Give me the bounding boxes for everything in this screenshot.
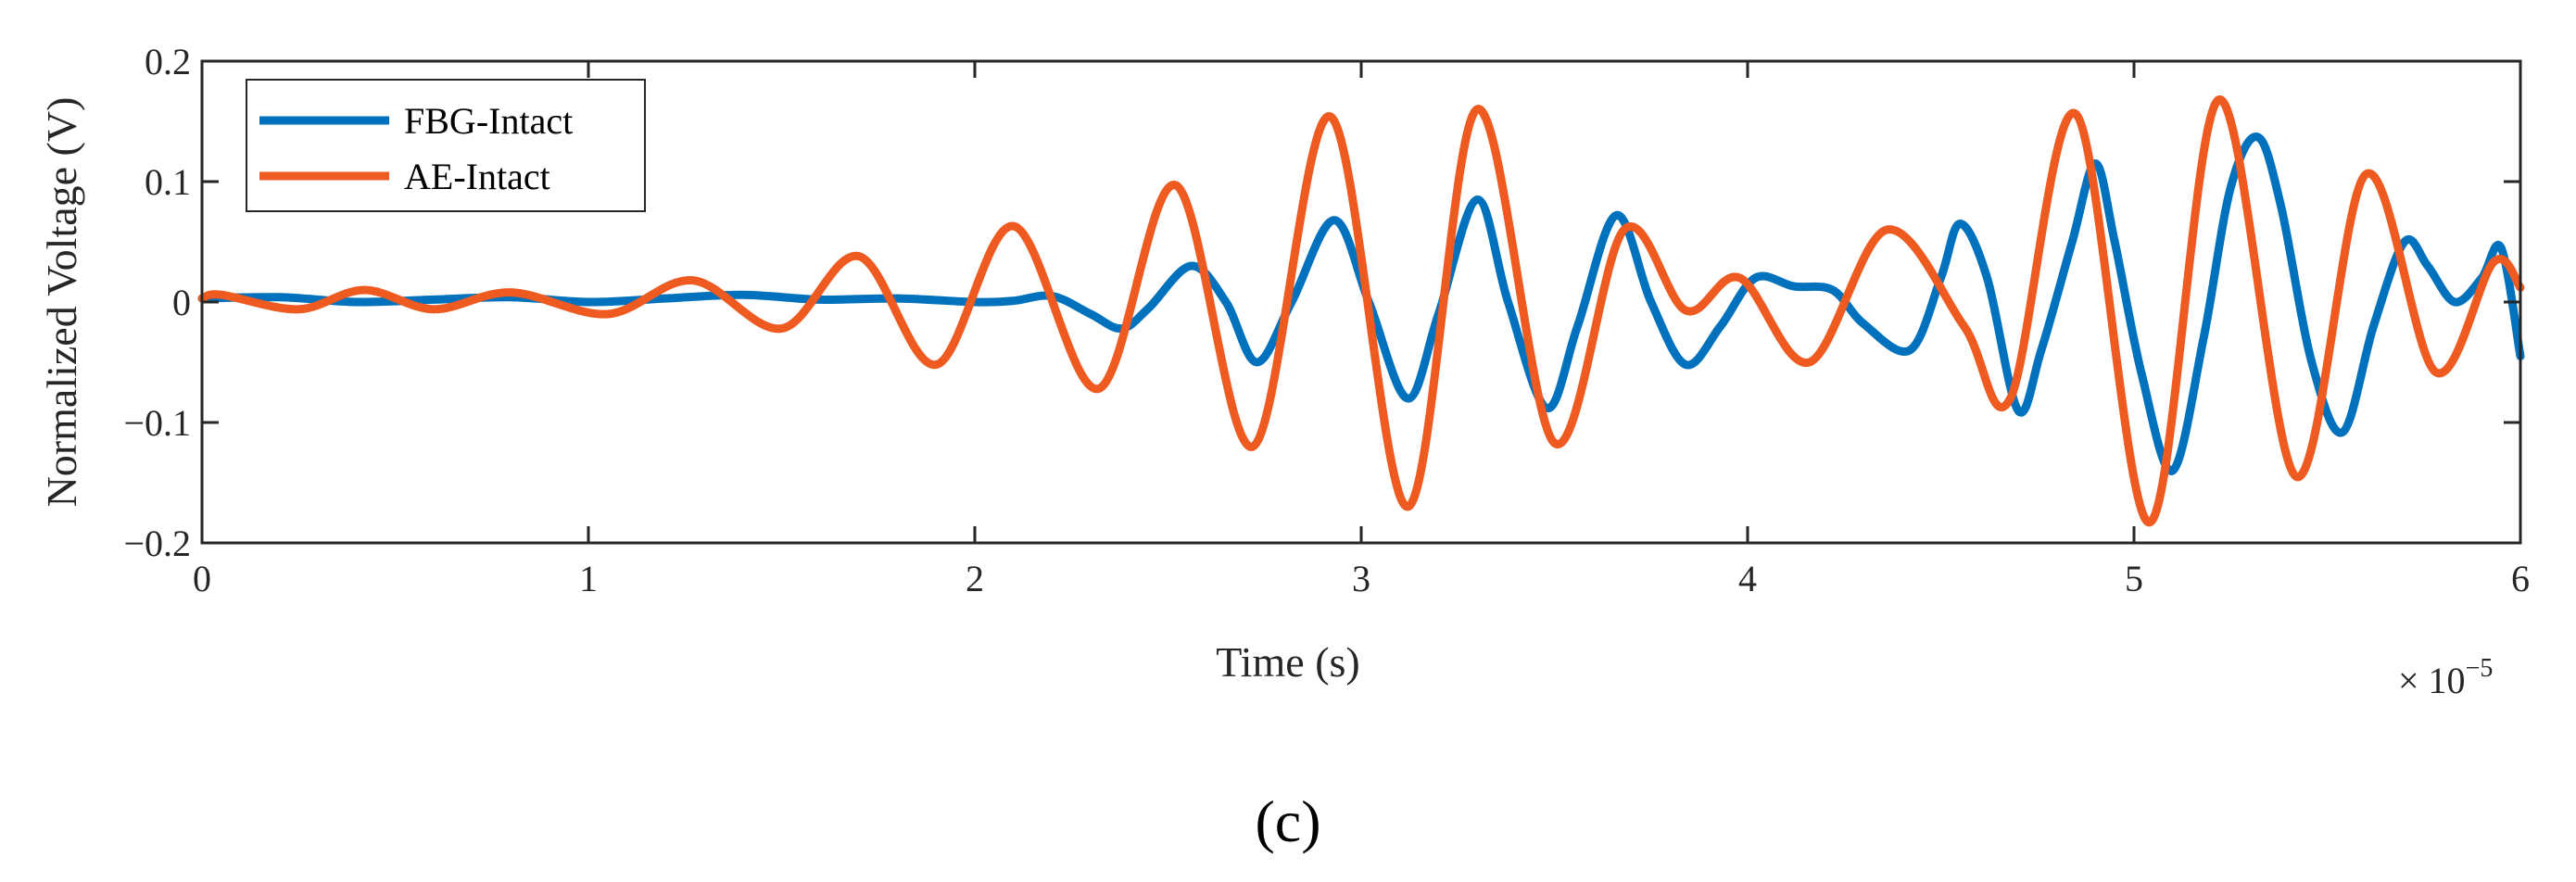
x-tick-label-4: 4: [1738, 558, 1757, 599]
x-axis-multiplier-base: × 10: [2398, 660, 2466, 701]
legend-label-fbg-intact: FBG-Intact: [404, 100, 573, 142]
tick-layer: [200, 59, 2522, 545]
x-tick-label-2: 2: [966, 558, 984, 599]
x-tick-label-1: 1: [579, 558, 598, 599]
series-line-ae-intact: [197, 95, 2525, 527]
legend: FBG-Intact AE-Intact: [246, 79, 646, 212]
y-tick-label-0: −0.2: [123, 523, 191, 564]
x-axis-multiplier-exponent: −5: [2466, 654, 2494, 683]
x-axis-multiplier: × 10−5: [2398, 654, 2493, 701]
tick-label-layer: 0 1 2 3 4 5 6 −0.2 −0.1 0 0.1 0.2: [123, 41, 2530, 599]
legend-box: [246, 79, 646, 212]
panel-label: (c): [1255, 788, 1320, 854]
legend-label-ae-intact: AE-Intact: [404, 156, 550, 197]
x-axis-title: Time (s): [1216, 638, 1360, 686]
y-tick-label-4: 0.2: [145, 41, 191, 82]
x-tick-label-6: 6: [2511, 558, 2530, 599]
y-axis-title: Normalized Voltage (V): [38, 97, 85, 508]
y-tick-label-2: 0: [172, 282, 191, 323]
x-tick-label-0: 0: [193, 558, 211, 599]
y-tick-label-1: −0.1: [123, 402, 191, 444]
series-layer: [197, 95, 2525, 527]
y-tick-label-3: 0.1: [145, 161, 191, 203]
x-tick-label-5: 5: [2125, 558, 2143, 599]
x-tick-label-3: 3: [1352, 558, 1370, 599]
